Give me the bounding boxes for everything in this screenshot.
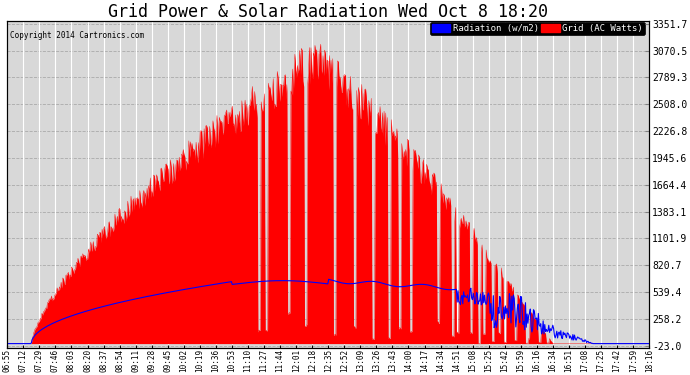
Text: Copyright 2014 Cartronics.com: Copyright 2014 Cartronics.com (10, 31, 145, 40)
Title: Grid Power & Solar Radiation Wed Oct 8 18:20: Grid Power & Solar Radiation Wed Oct 8 1… (108, 3, 549, 21)
Legend: Radiation (w/m2), Grid (AC Watts): Radiation (w/m2), Grid (AC Watts) (430, 22, 644, 35)
